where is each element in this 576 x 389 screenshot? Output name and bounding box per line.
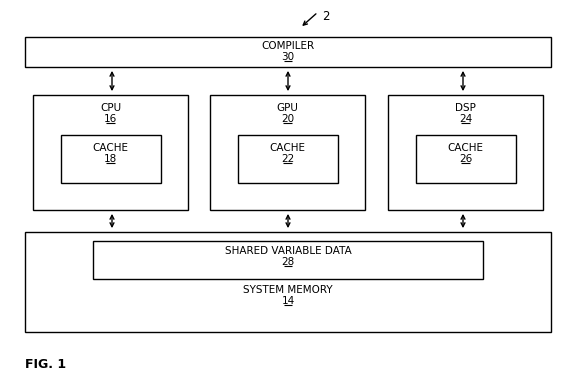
Bar (25, 232, 551, 332)
Text: 2: 2 (322, 10, 329, 23)
Bar (33, 95, 188, 210)
Text: GPU: GPU (276, 103, 298, 113)
Text: 26: 26 (459, 154, 472, 164)
Bar (388, 95, 543, 210)
Text: 28: 28 (281, 257, 295, 267)
Text: 24: 24 (459, 114, 472, 124)
Bar (237, 135, 338, 183)
Text: 22: 22 (281, 154, 294, 164)
Text: CACHE: CACHE (93, 143, 128, 153)
Text: SYSTEM MEMORY: SYSTEM MEMORY (243, 285, 333, 295)
Bar (25, 37, 551, 67)
Bar (93, 241, 483, 279)
Bar (210, 95, 365, 210)
Text: CPU: CPU (100, 103, 121, 113)
Text: 20: 20 (281, 114, 294, 124)
Bar (415, 135, 516, 183)
Text: CACHE: CACHE (270, 143, 305, 153)
Text: 14: 14 (281, 296, 295, 306)
Text: SHARED VARIABLE DATA: SHARED VARIABLE DATA (225, 246, 351, 256)
Text: CACHE: CACHE (448, 143, 483, 153)
Text: COMPILER: COMPILER (262, 41, 314, 51)
Text: 30: 30 (282, 52, 294, 62)
Text: DSP: DSP (455, 103, 476, 113)
Text: 18: 18 (104, 154, 117, 164)
Bar (60, 135, 161, 183)
Text: 16: 16 (104, 114, 117, 124)
Text: FIG. 1: FIG. 1 (25, 358, 66, 371)
